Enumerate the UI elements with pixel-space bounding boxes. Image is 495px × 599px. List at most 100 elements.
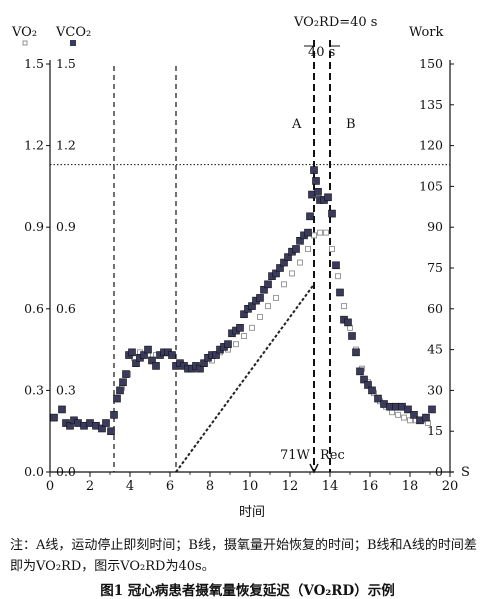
work-ramp-segment [286, 317, 290, 322]
vo2-tick-label: 0.6 [24, 301, 44, 316]
vo2-point [312, 177, 320, 185]
work-ramp-segment [262, 350, 266, 355]
vo2-point [360, 375, 368, 384]
work-ramp-segment [289, 313, 293, 318]
x-tick-label: 0 [46, 479, 54, 494]
work-ramp-segment [226, 399, 230, 404]
work-ramp-segment [196, 440, 200, 445]
vco2-tick-label: 0.3 [56, 382, 76, 397]
work-ramp-segment [235, 387, 239, 391]
vo2-point [107, 427, 115, 436]
work-ramp-segment [220, 407, 224, 412]
work-series [175, 285, 314, 473]
vo2-point [102, 419, 110, 427]
vo2-point [284, 253, 292, 261]
vo2-tick-label: 0.3 [24, 382, 44, 397]
vco2-point [407, 417, 413, 424]
vo2-point [140, 351, 148, 359]
vo2-point [276, 264, 284, 272]
work-ramp-segment [208, 424, 212, 428]
vo2-point [110, 411, 118, 419]
vo2-tick-label: 0.9 [24, 219, 44, 234]
work-ramp-segment [214, 415, 218, 420]
vo2-point [224, 340, 232, 348]
x-tick-label: 12 [282, 479, 299, 494]
chart-reference-lines [50, 40, 450, 474]
vo2-point [310, 166, 318, 174]
vco2-point [323, 229, 329, 236]
work-ramp-segment [241, 379, 245, 383]
work-ramp-segment [178, 464, 182, 469]
vo2-point [410, 411, 418, 419]
work-ramp-segment [250, 366, 254, 371]
vco2-point [289, 270, 295, 277]
work-ramp-segment [283, 322, 287, 326]
vo2-point [200, 359, 208, 368]
vco2-tick-label: 1.2 [56, 138, 76, 153]
work-tick-label: 0 [435, 464, 443, 479]
vco2-axis-label: VCO₂ [55, 25, 91, 40]
vo2-point [128, 348, 136, 357]
vo2-point [296, 237, 304, 245]
interval-annotation: 40 s [308, 45, 335, 60]
vo2-point [248, 302, 256, 310]
work-tick-label: 105 [419, 178, 443, 193]
work-ramp-segment [280, 326, 284, 330]
figure-caption: 图1 冠心病患者摄氧量恢复延迟（VO₂RD）示例 [100, 583, 395, 599]
work-ramp-segment [310, 285, 314, 289]
work-ramp-segment [181, 460, 185, 465]
work-ramp-segment [190, 448, 194, 453]
work-tick-label: 120 [419, 138, 443, 153]
vco2-series [119, 229, 431, 427]
chart-axes: 0 2 4 6 8 10 12 14 16 18 20 0.0 0.3 0.6 0.9 1.2 1.5 0.0 0.… [22, 40, 458, 494]
work-tick-label: 75 [427, 260, 443, 275]
vco2-point [335, 273, 341, 280]
work-ramp-segment [256, 358, 260, 363]
vo2-point [356, 367, 364, 376]
vo2-point [352, 348, 360, 357]
x-tick-label: 8 [206, 479, 214, 494]
work-ramp-segment [202, 432, 206, 436]
vo2-point [212, 351, 220, 359]
vo2-point [116, 386, 124, 395]
x-unit-label: S [461, 465, 470, 480]
work-ramp-segment [295, 305, 299, 310]
work-ramp-segment [274, 334, 278, 338]
vo2-point [113, 394, 121, 403]
work-ramp-segment [268, 342, 272, 347]
vo2-point [144, 345, 152, 354]
vo2-point [122, 370, 130, 378]
vco2-point [329, 245, 335, 252]
work-value-annotation: 71W [280, 448, 311, 463]
vo2-point [336, 288, 344, 297]
work-ramp-segment [247, 371, 251, 375]
vo2-point [272, 269, 280, 278]
work-ramp-segment [187, 452, 191, 457]
vo2-series [50, 166, 436, 436]
work-ramp-segment [229, 395, 233, 400]
work-tick-label: 135 [419, 97, 443, 112]
vco2-tick-label: 0.6 [56, 301, 76, 316]
work-axis-label: Work [409, 25, 444, 40]
vo2-point [168, 351, 176, 359]
vo2-point [132, 359, 140, 368]
vo2-point [152, 362, 160, 370]
vo2-point [240, 310, 248, 319]
vo2-point [328, 209, 336, 218]
x-tick-label: 10 [242, 479, 259, 494]
line-b-label: B [346, 117, 356, 132]
work-ramp-segment [184, 456, 188, 461]
vo2-tick-label: 1.2 [24, 138, 44, 153]
vco2-point [305, 245, 311, 252]
vo2-point [264, 280, 272, 289]
work-tick-label: 30 [427, 382, 443, 397]
x-tick-label: 18 [402, 479, 419, 494]
vco2-tick-label: 1.5 [56, 56, 76, 71]
vco2-tick-label: 0.9 [56, 219, 76, 234]
work-ramp-segment [244, 375, 248, 379]
work-tick-label: 150 [419, 56, 443, 71]
vco2-point [273, 294, 279, 301]
work-ramp-segment [271, 338, 275, 343]
vo2-point [306, 212, 314, 221]
x-tick-label: 14 [322, 479, 339, 494]
